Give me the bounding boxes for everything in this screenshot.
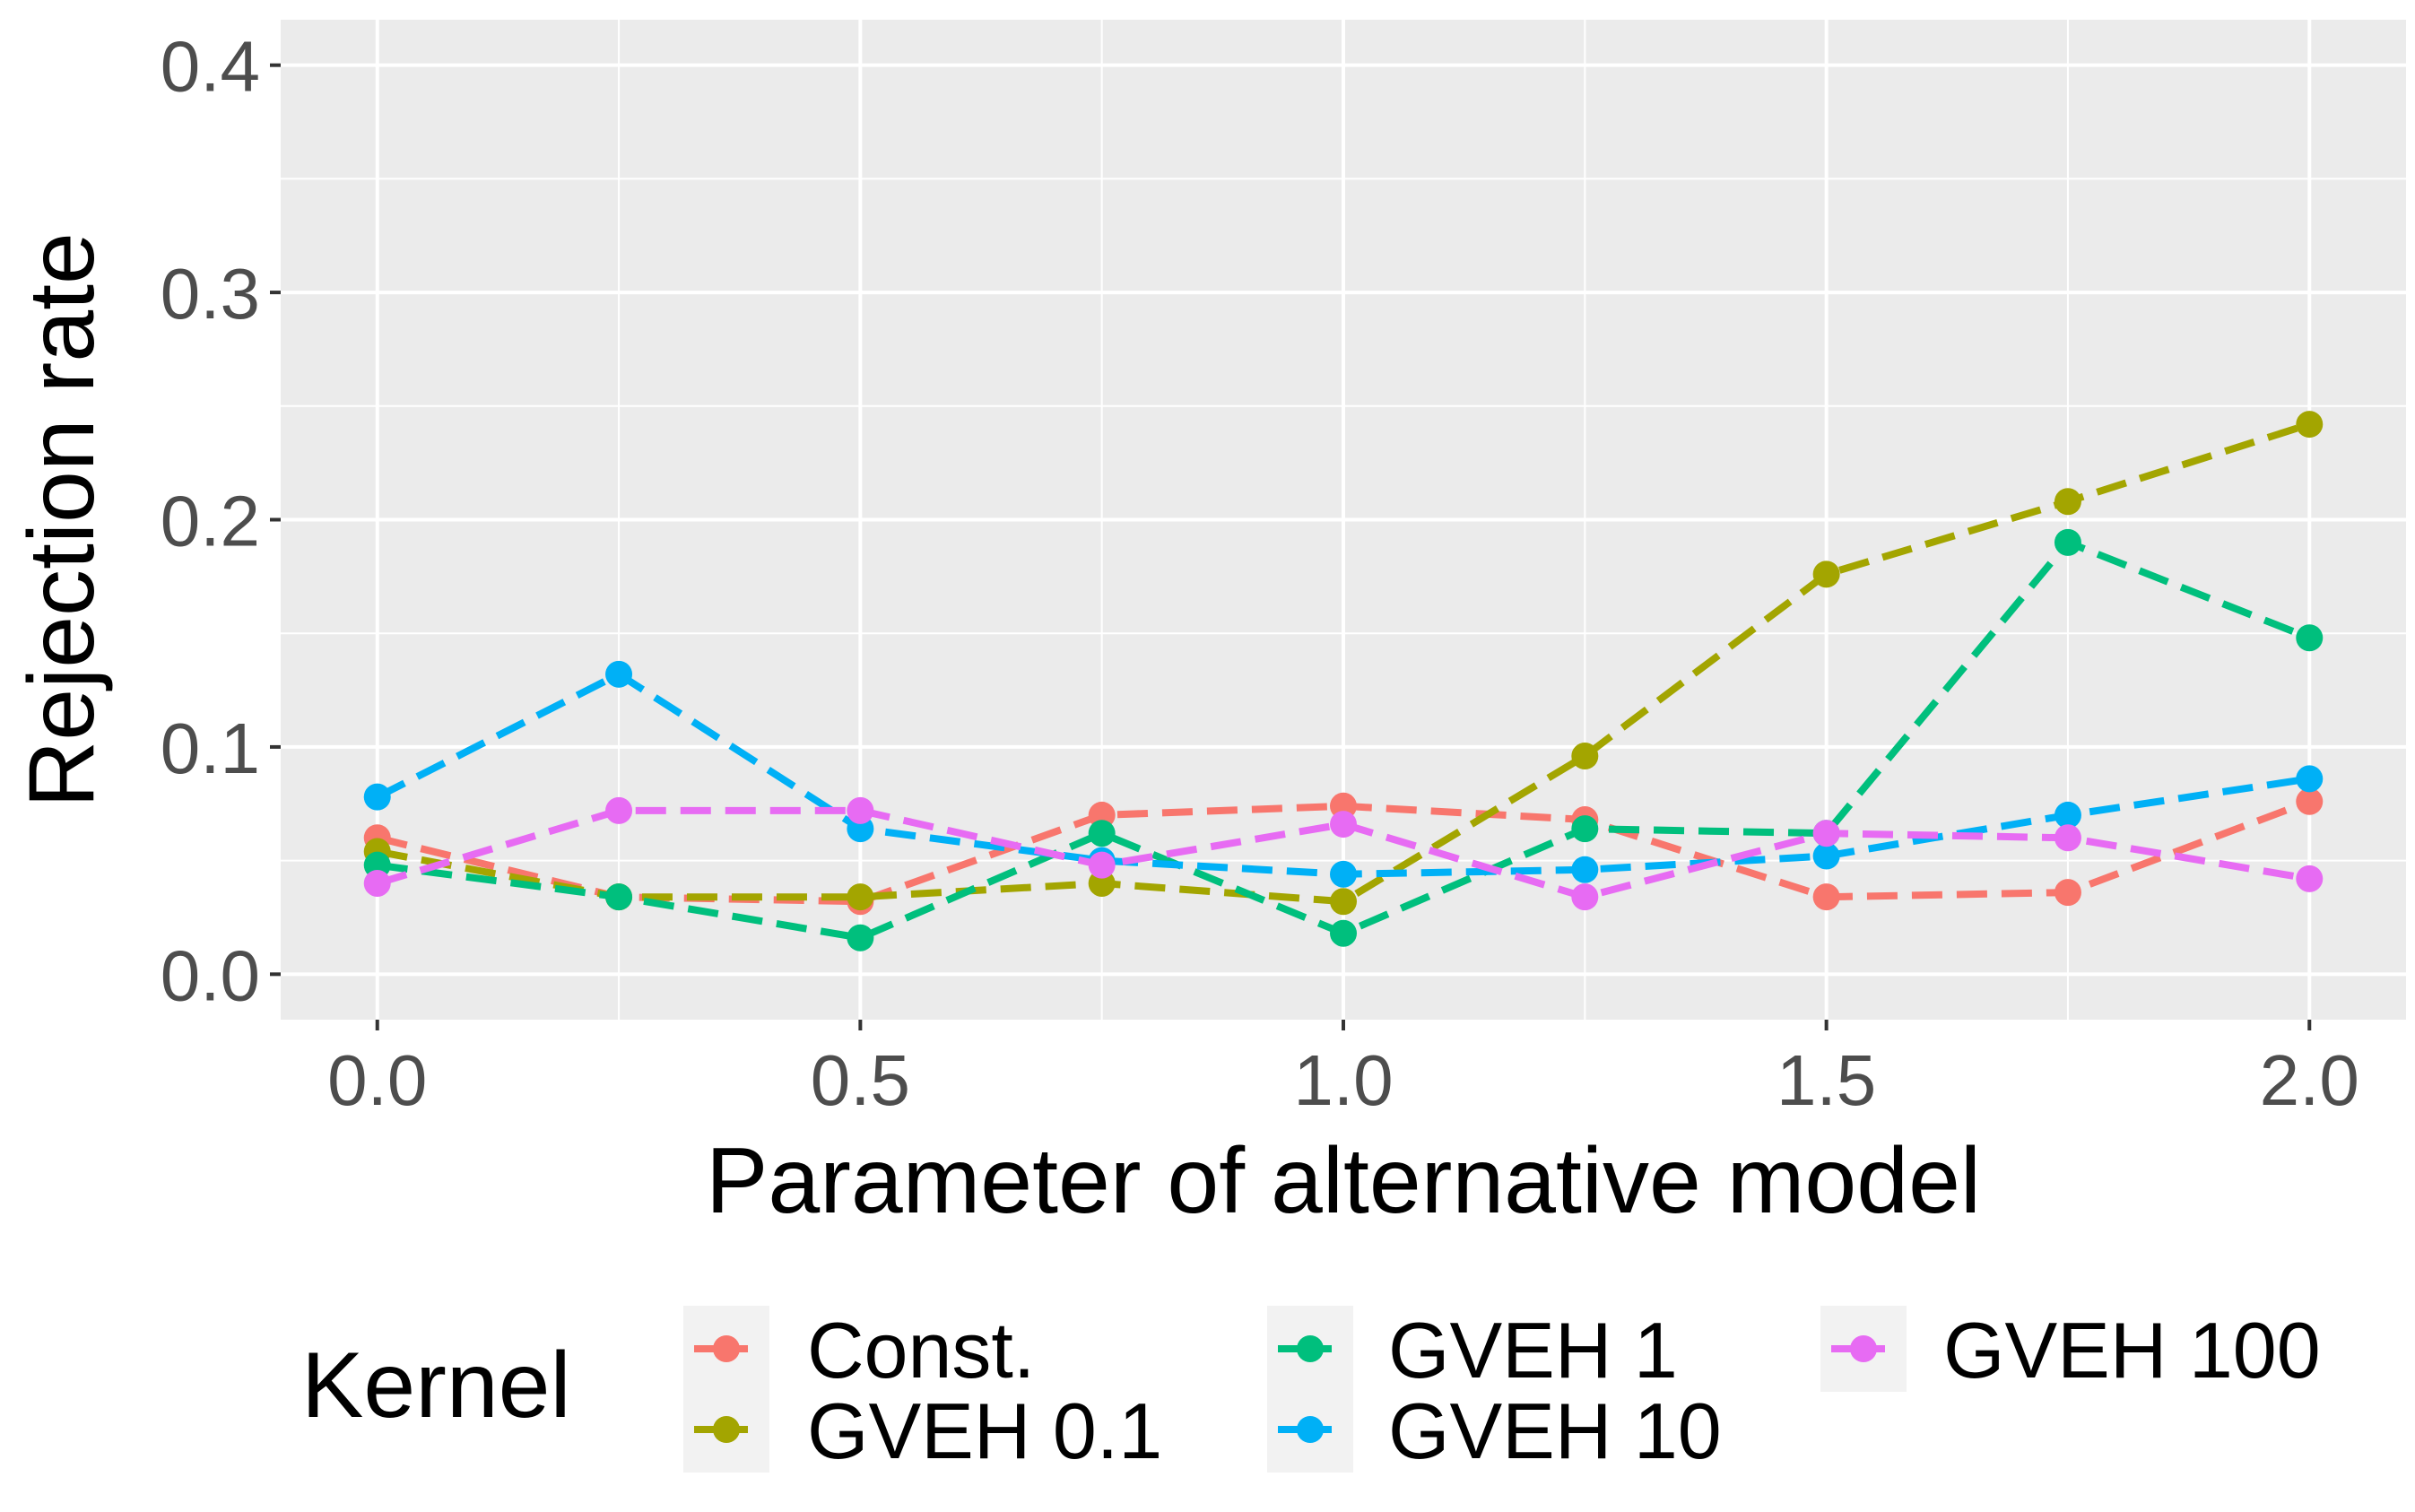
data-point <box>847 883 874 911</box>
data-point <box>2054 824 2081 852</box>
data-point <box>2296 787 2324 815</box>
series <box>363 411 2324 952</box>
x-tick-label: 1.0 <box>1293 1040 1393 1120</box>
data-point <box>847 924 874 952</box>
data-point <box>1330 811 1357 839</box>
y-axis-title: Rejection rate <box>10 232 114 808</box>
grid <box>281 20 2406 1020</box>
series-line <box>376 806 2310 901</box>
data-point <box>2054 488 2081 516</box>
data-point <box>1330 888 1357 916</box>
ticks: 0.0 0.5 1.0 1.5 2.0 0.0 0.1 0.2 0.3 0.4 <box>161 27 2359 1120</box>
legend-key-point <box>1850 1335 1877 1362</box>
legend-key-point <box>1297 1335 1324 1362</box>
legend-label: GVEH 1 <box>1388 1306 1678 1395</box>
data-point <box>605 883 633 911</box>
data-point <box>2296 765 2324 793</box>
data-point <box>1571 743 1599 770</box>
data-point <box>847 796 874 824</box>
data-point <box>1812 560 1840 588</box>
legend-key-point <box>713 1335 740 1362</box>
series-gveh-100 <box>363 796 2324 911</box>
data-point <box>1330 919 1357 947</box>
data-point <box>2296 411 2324 439</box>
x-tick-label: 2.0 <box>2260 1040 2359 1120</box>
legend-label: GVEH 100 <box>1943 1306 2321 1395</box>
legend-key-point <box>1297 1416 1324 1443</box>
legend-item: GVEH 0.1 <box>683 1386 1162 1475</box>
legend-label: Const. <box>807 1306 1035 1395</box>
data-point <box>2296 624 2324 652</box>
legend-item: Const. <box>683 1306 1035 1395</box>
y-tick-label: 0.4 <box>161 27 260 107</box>
data-point <box>1088 820 1116 847</box>
data-point <box>605 660 633 688</box>
data-point <box>363 869 391 897</box>
x-tick-label: 0.0 <box>327 1040 427 1120</box>
x-tick-label: 1.5 <box>1777 1040 1876 1120</box>
legend-key-point <box>713 1416 740 1443</box>
data-point <box>1812 820 1840 847</box>
data-point <box>1571 856 1599 883</box>
data-point <box>1812 842 1840 870</box>
data-point <box>1330 860 1357 888</box>
x-axis-title: Parameter of alternative model <box>706 1129 1981 1233</box>
data-point <box>2054 528 2081 556</box>
x-tick-label: 0.5 <box>811 1040 910 1120</box>
legend-item: GVEH 10 <box>1267 1386 1722 1475</box>
y-tick-label: 0.1 <box>161 708 260 788</box>
data-point <box>2054 879 2081 907</box>
series-gveh-10 <box>363 660 2324 888</box>
data-point <box>1571 815 1599 843</box>
data-point <box>605 796 633 824</box>
legend-title: Kernel <box>301 1334 571 1438</box>
data-point <box>1088 851 1116 879</box>
data-point <box>2054 801 2081 829</box>
legend-item: GVEH 1 <box>1267 1306 1678 1395</box>
y-tick-label: 0.2 <box>161 482 260 561</box>
y-tick-label: 0.0 <box>161 935 260 1015</box>
legend-label: GVEH 0.1 <box>807 1386 1162 1475</box>
data-point <box>1812 883 1840 911</box>
y-tick-label: 0.3 <box>161 254 260 334</box>
data-point <box>363 783 391 811</box>
legend-label: GVEH 10 <box>1388 1386 1722 1475</box>
legend-item: GVEH 100 <box>1820 1306 2321 1395</box>
data-point <box>1571 883 1599 911</box>
data-point <box>2296 865 2324 892</box>
